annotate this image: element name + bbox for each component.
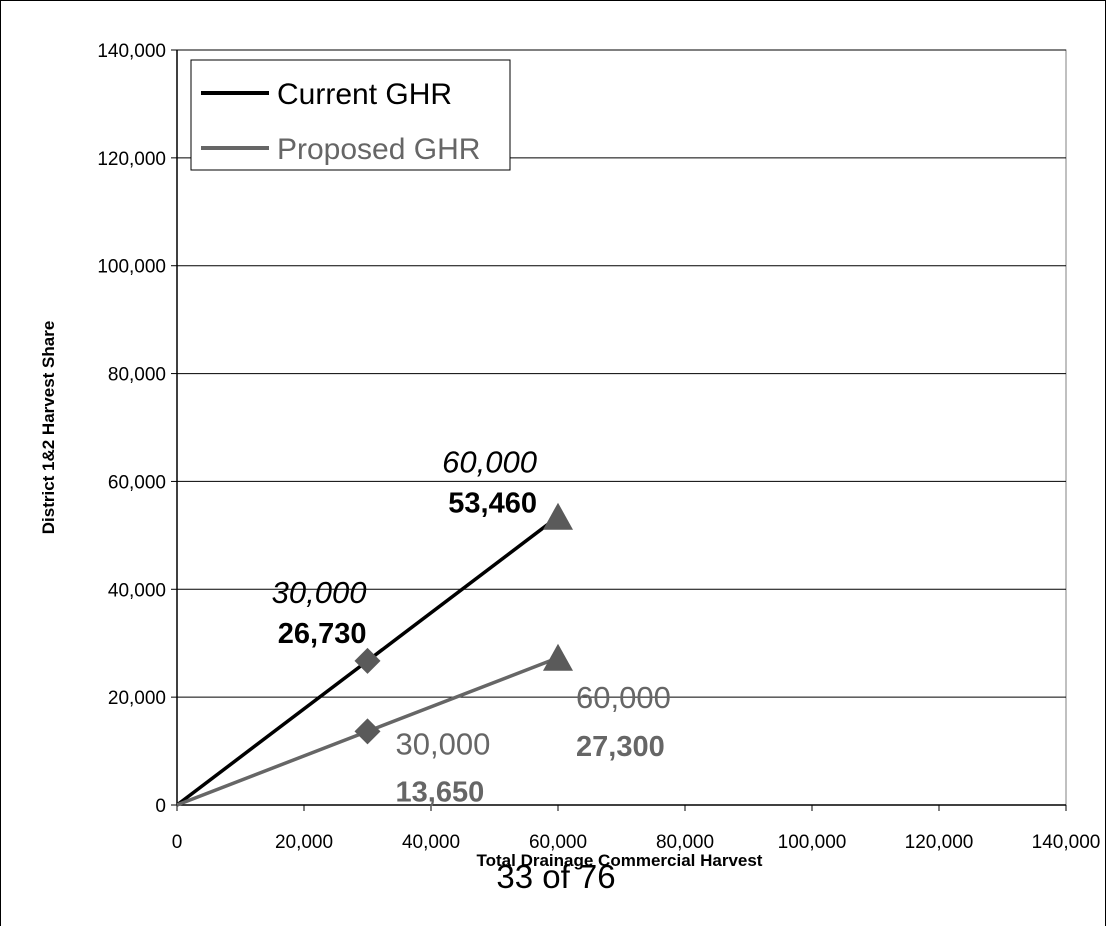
y-tick-label-7: 140,000 — [97, 41, 166, 62]
data-label-bottom-1-1: 27,300 — [576, 731, 665, 763]
y-tick-label-5: 100,000 — [97, 257, 166, 278]
x-tick-label-6: 120,000 — [905, 832, 974, 853]
legend-label-1: Proposed GHR — [277, 133, 480, 166]
x-tick-label-0: 0 — [172, 832, 183, 853]
data-label-top-1-1: 60,000 — [576, 680, 671, 715]
y-tick-label-1: 20,000 — [108, 688, 166, 709]
x-tick-label-3: 60,000 — [529, 832, 587, 853]
legend — [190, 59, 511, 171]
marker-diamond-0-0 — [354, 647, 381, 674]
marker-triangle-0-1 — [543, 502, 573, 530]
data-label-bottom-0-1: 53,460 — [448, 488, 537, 520]
x-axis-title: Total Drainage Commercial Harvest — [477, 851, 763, 870]
x-tick-label-2: 40,000 — [402, 832, 460, 853]
marker-diamond-1-0 — [354, 718, 381, 745]
data-label-bottom-0-0: 26,730 — [278, 618, 367, 650]
y-tick-label-4: 80,000 — [108, 365, 166, 386]
data-label-top-1-0: 30,000 — [396, 726, 491, 761]
x-tick-label-4: 80,000 — [656, 832, 714, 853]
data-label-top-0-0: 30,000 — [272, 575, 367, 610]
data-label-bottom-1-0: 13,650 — [396, 776, 485, 808]
y-tick-label-6: 120,000 — [97, 149, 166, 170]
y-axis-title: District 1&2 Harvest Share — [39, 321, 58, 535]
y-tick-label-2: 40,000 — [108, 580, 166, 601]
x-tick-label-5: 100,000 — [778, 832, 847, 853]
legend-label-0: Current GHR — [277, 78, 452, 111]
y-tick-label-0: 0 — [155, 796, 166, 817]
page-number: 33 of 76 — [496, 858, 616, 895]
marker-triangle-1-1 — [543, 643, 573, 671]
x-tick-label-1: 20,000 — [275, 832, 333, 853]
y-tick-label-3: 60,000 — [108, 472, 166, 493]
x-tick-label-7: 140,000 — [1032, 832, 1101, 853]
data-label-top-0-1: 60,000 — [442, 445, 537, 480]
